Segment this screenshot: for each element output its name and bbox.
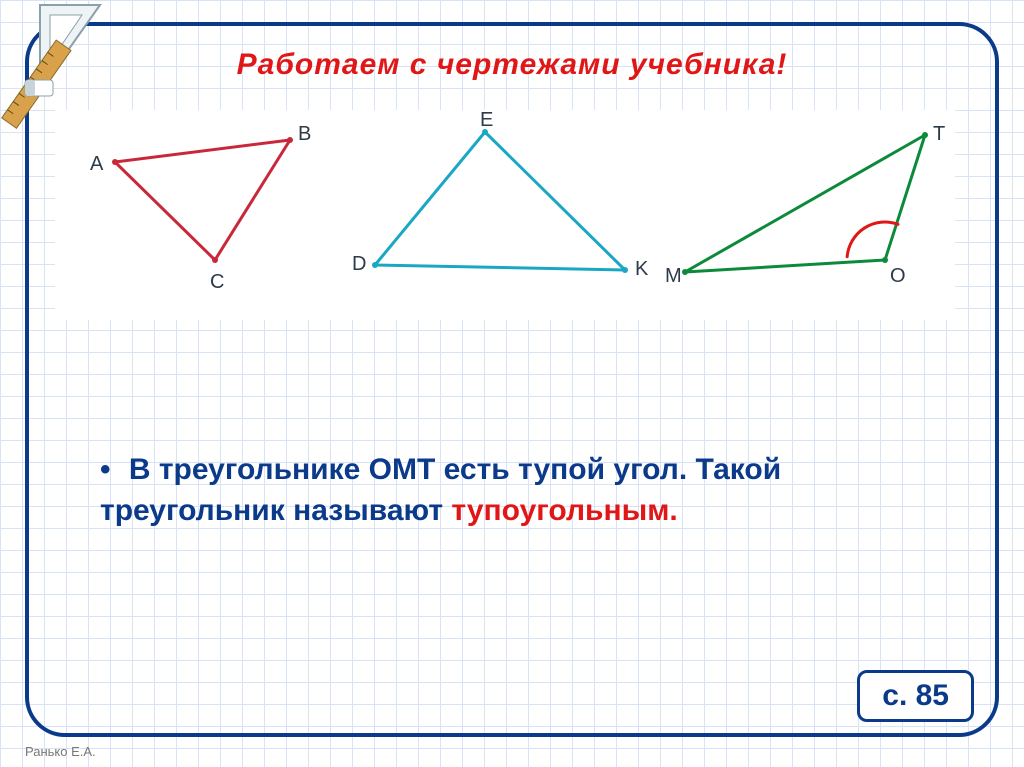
triangle-abc-vertex	[112, 159, 118, 165]
slide-title: Работаем с чертежами учебника!	[0, 48, 1024, 82]
author-credit: Ранько Е.А.	[25, 744, 96, 759]
body-text: • В треугольнике ОМТ есть тупой угол. Та…	[100, 450, 924, 531]
triangle-abc-vertex	[287, 137, 293, 143]
body-plain: В треугольнике ОМТ есть тупой угол. Тако…	[100, 453, 781, 527]
bullet-icon: •	[100, 453, 111, 486]
vertex-label: C	[210, 271, 224, 293]
vertex-label: O	[890, 265, 906, 287]
page-reference-badge: с. 85	[857, 670, 974, 722]
triangle-mot-vertex	[882, 257, 888, 263]
triangle-abc	[115, 140, 290, 260]
triangles-diagram: A B C D E KM O T	[55, 110, 955, 320]
triangle-dek-vertex	[622, 267, 628, 273]
vertex-label: A	[90, 153, 104, 175]
body-highlight: тупоугольным.	[451, 494, 677, 527]
vertex-label: M	[665, 265, 682, 287]
vertex-label: D	[352, 253, 366, 275]
triangle-mot	[685, 135, 925, 272]
vertex-label: T	[933, 123, 945, 145]
triangle-dek	[375, 132, 625, 270]
triangle-mot-vertex	[922, 132, 928, 138]
vertex-label: E	[480, 110, 493, 131]
vertex-label: B	[298, 123, 311, 145]
triangle-mot-vertex	[682, 269, 688, 275]
vertex-label: K	[635, 258, 649, 280]
triangle-dek-vertex	[372, 262, 378, 268]
triangle-abc-vertex	[212, 257, 218, 263]
tools-icon	[0, 0, 105, 130]
